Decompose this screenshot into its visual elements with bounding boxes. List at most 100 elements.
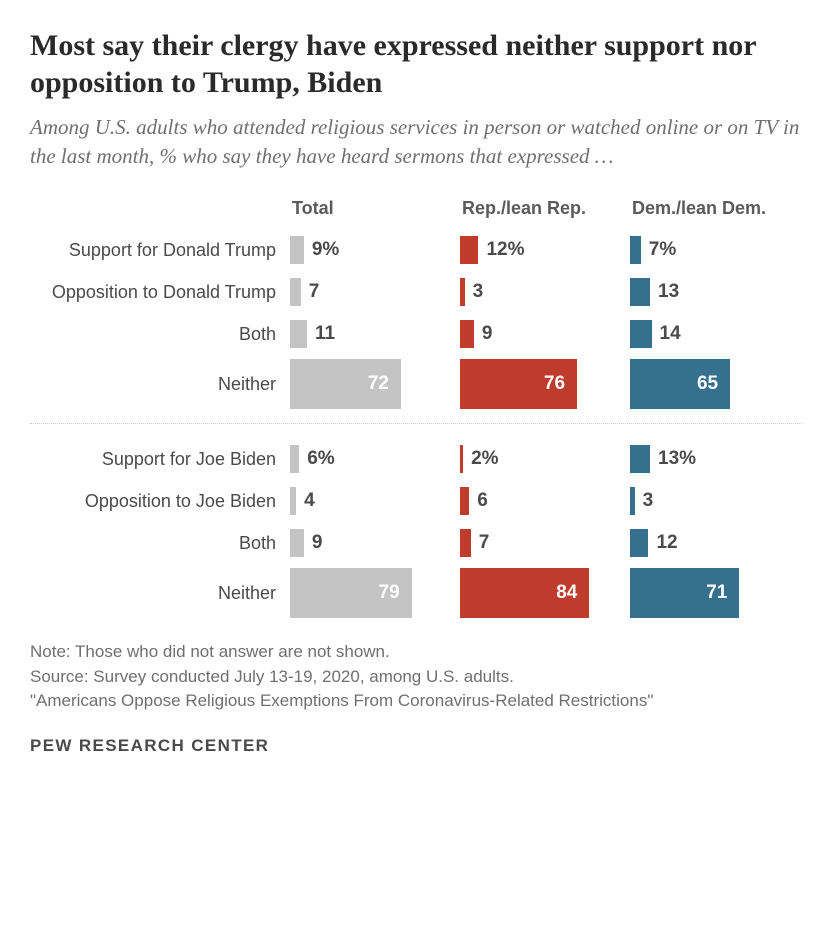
bar-value: 79 xyxy=(379,582,400,604)
bar-value: 7 xyxy=(479,532,490,554)
bar: 84 xyxy=(460,568,589,618)
bar-value: 9 xyxy=(312,532,323,554)
bar-cell: 76 xyxy=(460,355,630,413)
bar: 76 xyxy=(460,359,577,409)
chart-sections: Support for Donald Trump 9% 12% 7% Oppositio… xyxy=(30,229,802,622)
bar-value: 9 xyxy=(482,323,493,345)
col-head-total: Total xyxy=(290,198,460,219)
bar-cell: 65 xyxy=(630,355,800,413)
row-label: Both xyxy=(30,324,290,345)
bar xyxy=(630,278,650,306)
bar-cell: 2% xyxy=(460,438,630,480)
bar-value: 84 xyxy=(556,582,577,604)
bar-value: 13% xyxy=(658,448,696,470)
chart-row: Neither 72 76 65 xyxy=(30,355,802,413)
bar xyxy=(630,445,650,473)
bar xyxy=(460,487,469,515)
bar-cell: 13% xyxy=(630,438,800,480)
bar-cell: 13 xyxy=(630,271,800,313)
col-head-rep: Rep./lean Rep. xyxy=(460,198,630,219)
bar-cell: 7% xyxy=(630,229,800,271)
bar-cell: 72 xyxy=(290,355,460,413)
bar xyxy=(460,236,478,264)
bar-value: 12 xyxy=(656,532,677,554)
bar-value: 3 xyxy=(643,490,654,512)
bar xyxy=(290,445,299,473)
section-divider xyxy=(30,423,802,424)
bar-cell: 7 xyxy=(460,522,630,564)
chart-notes: Note: Those who did not answer are not s… xyxy=(30,640,802,714)
bar xyxy=(630,236,641,264)
row-label: Support for Joe Biden xyxy=(30,449,290,470)
col-head-dem: Dem./lean Dem. xyxy=(630,198,800,219)
bar xyxy=(460,529,471,557)
chart-title: Most say their clergy have expressed nei… xyxy=(30,28,802,101)
note-line: Source: Survey conducted July 13-19, 202… xyxy=(30,665,802,690)
row-label: Neither xyxy=(30,583,290,604)
bar-cell: 9 xyxy=(460,313,630,355)
bar-cell: 6% xyxy=(290,438,460,480)
bar-chart: Total Rep./lean Rep. Dem./lean Dem. Supp… xyxy=(30,198,802,622)
bar xyxy=(630,320,652,348)
bar xyxy=(290,529,304,557)
bar-cell: 6 xyxy=(460,480,630,522)
bar xyxy=(460,445,463,473)
bar-value: 76 xyxy=(544,373,565,395)
row-label: Both xyxy=(30,533,290,554)
bar xyxy=(460,320,474,348)
bar xyxy=(290,487,296,515)
bar-value: 14 xyxy=(660,323,681,345)
bar-value: 4 xyxy=(304,490,315,512)
bar-value: 65 xyxy=(697,373,718,395)
brand-footer: PEW RESEARCH CENTER xyxy=(30,736,802,756)
bar xyxy=(630,487,635,515)
bar-cell: 84 xyxy=(460,564,630,622)
bar-cell: 9% xyxy=(290,229,460,271)
bar-cell: 12% xyxy=(460,229,630,271)
chart-row: Opposition to Donald Trump7313 xyxy=(30,271,802,313)
note-line: "Americans Oppose Religious Exemptions F… xyxy=(30,689,802,714)
bar-value: 7% xyxy=(649,239,676,261)
bar-value: 71 xyxy=(706,582,727,604)
bar-value: 13 xyxy=(658,281,679,303)
bar-cell: 9 xyxy=(290,522,460,564)
chart-row: Opposition to Joe Biden 4 6 3 xyxy=(30,480,802,522)
row-label: Neither xyxy=(30,374,290,395)
bar-value: 6 xyxy=(477,490,488,512)
bar-cell: 14 xyxy=(630,313,800,355)
bar: 79 xyxy=(290,568,412,618)
bar: 65 xyxy=(630,359,730,409)
bar-value: 2% xyxy=(471,448,498,470)
bar-value: 7 xyxy=(309,281,320,303)
bar xyxy=(290,236,304,264)
bar-cell: 12 xyxy=(630,522,800,564)
bar: 72 xyxy=(290,359,401,409)
bar-cell: 79 xyxy=(290,564,460,622)
row-label: Support for Donald Trump xyxy=(30,240,290,261)
chart-section: Support for Donald Trump9%12%7%Oppositio… xyxy=(30,229,802,413)
chart-row: Support for Donald Trump 9% 12% 7% xyxy=(30,229,802,271)
row-label: Opposition to Joe Biden xyxy=(30,491,290,512)
chart-row: Both 11 9 14 xyxy=(30,313,802,355)
chart-row: Support for Joe Biden 6% 2% 13% xyxy=(30,438,802,480)
bar xyxy=(290,278,301,306)
bar-cell: 3 xyxy=(630,480,800,522)
column-headers: Total Rep./lean Rep. Dem./lean Dem. xyxy=(30,198,802,219)
bar-value: 3 xyxy=(473,281,484,303)
bar-value: 12% xyxy=(486,239,524,261)
bar xyxy=(630,529,648,557)
bar-cell: 71 xyxy=(630,564,800,622)
bar-cell: 11 xyxy=(290,313,460,355)
bar-value: 72 xyxy=(368,373,389,395)
bar-value: 6% xyxy=(307,448,334,470)
chart-row: Neither 79 84 71 xyxy=(30,564,802,622)
bar-value: 9% xyxy=(312,239,339,261)
bar xyxy=(460,278,465,306)
bar-cell: 3 xyxy=(460,271,630,313)
bar-value: 11 xyxy=(315,323,335,345)
chart-section: Support for Joe Biden 6% 2% 13% Opposition t… xyxy=(30,438,802,622)
bar: 71 xyxy=(630,568,739,618)
bar-cell: 7 xyxy=(290,271,460,313)
chart-row: Both 9 7 12 xyxy=(30,522,802,564)
note-line: Note: Those who did not answer are not s… xyxy=(30,640,802,665)
